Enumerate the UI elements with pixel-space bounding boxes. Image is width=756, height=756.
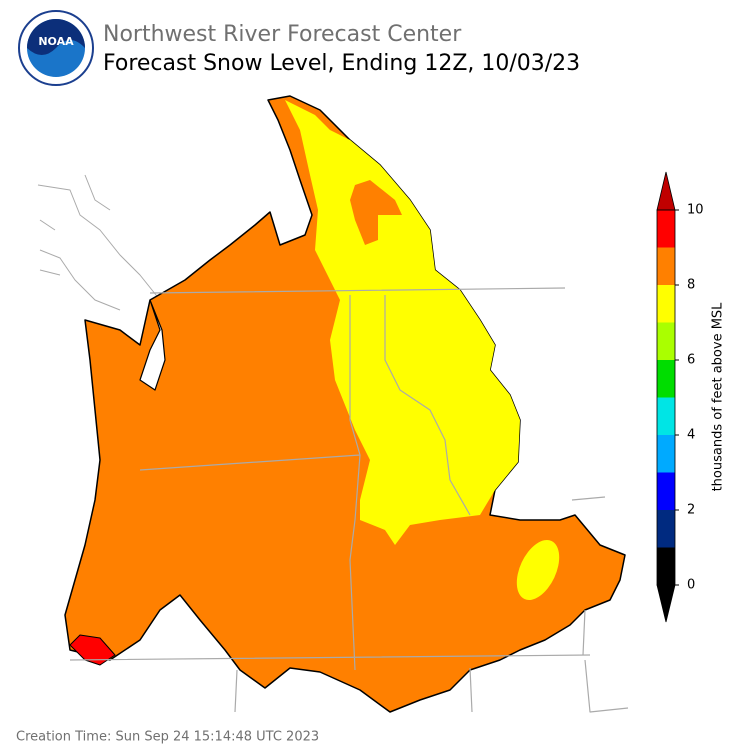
colorbar-segment [657, 210, 675, 248]
colorbar-segment [657, 247, 675, 285]
colorbar-tick-label: 6 [687, 353, 695, 368]
colorbar-segment [657, 472, 675, 510]
colorbar-frame [656, 209, 676, 586]
canada-coast [37, 174, 166, 331]
title: Forecast Snow Level, Ending 12Z, 10/03/2… [103, 51, 580, 76]
colorbar: 0 2 4 6 8 10 [656, 171, 704, 623]
region-yellow-blob [516, 540, 560, 600]
colorbar-segment [657, 285, 675, 323]
noaa-logo: NOAA [18, 10, 94, 86]
colorbar-tick-label: 10 [687, 203, 704, 218]
svg-text:NOAA: NOAA [38, 35, 74, 48]
colorbar-segment [657, 360, 675, 398]
colorbar-segment [657, 510, 675, 548]
colorbar-under [656, 584, 676, 623]
puget-sound [139, 299, 166, 391]
colorbar-segment [657, 322, 675, 360]
colorbar-tick-label: 2 [687, 503, 695, 518]
state-lines [69, 287, 629, 713]
region-orange-inner [350, 180, 402, 245]
colorbar-segment [657, 435, 675, 473]
colorbar-segment [657, 397, 675, 435]
colorbar-tick-label: 4 [687, 428, 695, 443]
region-yellow [285, 100, 520, 545]
colorbar-label: thousands of feet above MSL [711, 302, 726, 492]
colorbar-tick-label: 0 [687, 578, 695, 593]
map [37, 95, 629, 713]
colorbar-tick-label: 8 [687, 278, 695, 293]
organization: Northwest River Forecast Center [103, 22, 462, 47]
creation-time: Creation Time: Sun Sep 24 15:14:48 UTC 2… [16, 730, 319, 745]
colorbar-segment [657, 547, 675, 585]
colorbar-over [656, 171, 676, 211]
